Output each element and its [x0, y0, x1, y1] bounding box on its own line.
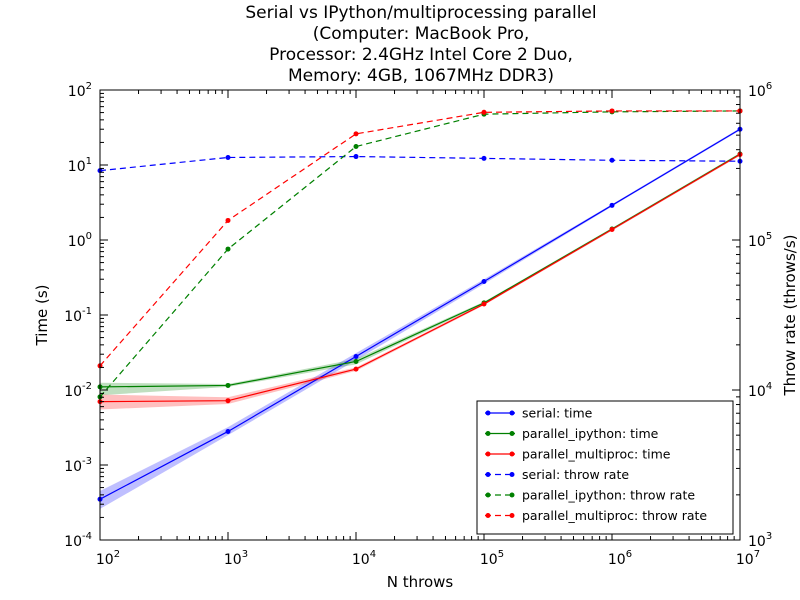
- y-tick-label-1: 10-3: [64, 456, 92, 475]
- point-5-3: [481, 109, 487, 115]
- point-4-1: [225, 246, 231, 252]
- legend-label-0: serial: time: [522, 406, 593, 421]
- series-lines: [97, 108, 743, 502]
- point-3-4: [609, 157, 615, 163]
- x-axis-label: N throws: [387, 573, 454, 591]
- point-1-1: [225, 382, 231, 388]
- point-2-3: [481, 301, 487, 307]
- legend-label-2: parallel_multiproc: time: [522, 447, 671, 462]
- legend-marker: [509, 431, 515, 436]
- y-tick-label-4: 100: [68, 231, 92, 250]
- band-1: [100, 152, 740, 396]
- series-line-0: [99, 128, 741, 500]
- point-3-3: [481, 155, 487, 161]
- series-line-1: [99, 153, 741, 388]
- plot-frame: [99, 89, 741, 541]
- y2-tick-label-1: 104: [748, 381, 772, 400]
- legend-box: [476, 400, 734, 535]
- chart-title-line-2: (Computer: MacBook Pro,: [313, 24, 530, 44]
- point-4-2: [353, 144, 359, 150]
- point-3-2: [353, 154, 359, 160]
- series-line-3: [99, 155, 741, 172]
- legend-marker: [485, 472, 491, 477]
- series-line-4: [99, 110, 741, 398]
- x-tick-label-5: 107: [736, 549, 760, 568]
- point-2-4: [609, 227, 615, 233]
- legend-marker: [509, 513, 515, 518]
- legend-label-3: serial: throw rate: [522, 467, 629, 482]
- x-tick-label-0: 102: [96, 549, 120, 568]
- y2-axis-label: Throw rate (throws/s): [781, 234, 799, 396]
- y2-tick-label-3: 106: [748, 81, 772, 100]
- y-tick-label-3: 10-1: [64, 306, 92, 325]
- legend-item-2: parallel_multiproc: time: [485, 447, 671, 462]
- point-2-2: [353, 366, 359, 372]
- axis-ticks: 102 103 104 105 106 107 10-4 10-3 10-2 10-1 100 101…: [64, 81, 772, 568]
- legend-label-1: parallel_ipython: time: [522, 426, 659, 441]
- legend: serial: time parallel_ipython: time parall…: [476, 400, 734, 535]
- y-tick-label-6: 102: [68, 81, 92, 100]
- point-0-2: [353, 353, 359, 359]
- legend-item-1: parallel_ipython: time: [485, 426, 659, 441]
- point-2-1: [225, 398, 231, 404]
- legend-marker: [509, 472, 515, 477]
- legend-marker: [485, 492, 491, 498]
- point-5-4: [609, 108, 615, 114]
- legend-item-0: serial: time: [485, 406, 593, 421]
- point-5-1: [225, 217, 231, 223]
- legend-marker: [485, 451, 491, 457]
- legend-marker: [509, 451, 515, 457]
- legend-marker: [509, 410, 515, 416]
- legend-item-3: serial: throw rate: [485, 467, 629, 482]
- y2-tick-label-0: 103: [748, 531, 772, 550]
- legend-label-4: parallel_ipython: throw rate: [522, 488, 695, 503]
- legend-item-4: parallel_ipython: throw rate: [485, 488, 695, 503]
- point-0-1: [225, 428, 231, 434]
- series-line-5: [99, 110, 740, 367]
- legend-marker: [485, 410, 491, 416]
- legend-marker: [485, 431, 491, 436]
- x-tick-label-1: 103: [224, 549, 248, 568]
- x-tick-label-2: 104: [352, 549, 376, 568]
- point-5-2: [353, 131, 359, 137]
- point-1-2: [353, 358, 359, 364]
- series-line-2: [99, 153, 741, 403]
- y-tick-label-5: 101: [68, 156, 92, 175]
- chart-title-line-4: Memory: 4GB, 1067MHz DDR3): [288, 66, 554, 86]
- chart-title-line-1: Serial vs IPython/multiprocessing parall…: [245, 3, 596, 23]
- point-0-3: [481, 278, 487, 284]
- y2-tick-label-2: 105: [748, 231, 772, 250]
- x-tick-label-3: 105: [480, 549, 504, 568]
- legend-marker: [509, 492, 515, 498]
- band-2: [100, 153, 740, 410]
- point-3-1: [225, 154, 231, 160]
- chart-title-line-3: Processor: 2.4GHz Intel Core 2 Duo,: [269, 45, 573, 65]
- y-tick-label-0: 10-4: [64, 531, 92, 550]
- legend-label-5: parallel_multiproc: throw rate: [522, 508, 707, 523]
- x-tick-label-4: 106: [608, 549, 632, 568]
- legend-item-5: parallel_multiproc: throw rate: [485, 508, 707, 523]
- y-tick-label-2: 10-2: [64, 381, 92, 400]
- point-0-4: [609, 202, 615, 208]
- y-axis-label: Time (s): [33, 285, 51, 347]
- legend-marker: [485, 513, 491, 518]
